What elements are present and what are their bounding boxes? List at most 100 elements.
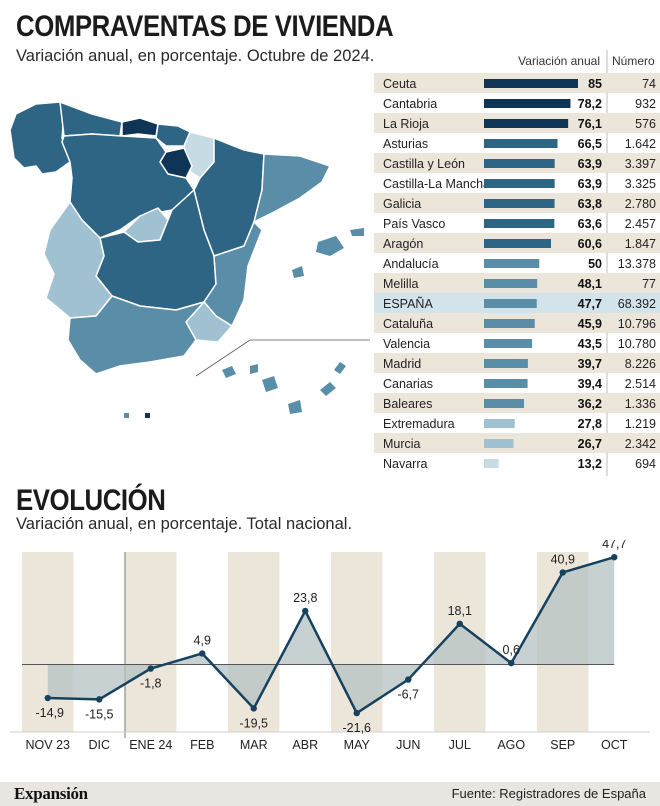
bar-value-label: 43,5 <box>578 337 602 351</box>
row-label: Aragón <box>383 237 423 251</box>
island-canarias-5 <box>320 382 336 396</box>
bar <box>484 299 537 308</box>
count-label: 1.336 <box>625 397 656 411</box>
footer-bar: Expansión Fuente: Registradores de Españ… <box>0 782 660 806</box>
canarias-inset-frame <box>195 339 370 377</box>
data-label: 47,7 <box>602 540 626 551</box>
x-tick-label: NOV 23 <box>26 738 71 752</box>
x-tick-label: ENE 24 <box>129 738 172 752</box>
data-label: -1,8 <box>140 677 162 691</box>
x-tick-label: ABR <box>292 738 318 752</box>
ceuta-marker <box>124 413 129 418</box>
bar <box>484 379 528 388</box>
bar <box>484 439 514 448</box>
spain-choropleth-map <box>9 101 370 418</box>
data-label: -21,6 <box>343 721 372 735</box>
bar-value-label: 13,2 <box>578 457 602 471</box>
bar <box>484 459 499 468</box>
row-label: Ceuta <box>383 77 416 91</box>
brand-logo: Expansión <box>14 784 88 803</box>
island-ibiza <box>292 266 304 278</box>
count-label: 576 <box>635 117 656 131</box>
value-column-header: Variación anual <box>518 54 600 68</box>
bar-value-label: 45,9 <box>578 317 602 331</box>
region-asturias <box>59 101 123 137</box>
data-label: 18,1 <box>448 604 472 618</box>
data-label: 40,9 <box>551 552 575 566</box>
bar <box>484 259 540 268</box>
bar <box>484 319 535 328</box>
island-canarias-2 <box>250 364 258 374</box>
region-andalucia <box>67 295 205 375</box>
count-label: 3.397 <box>625 157 656 171</box>
data-label: 4,9 <box>194 633 211 647</box>
data-point <box>250 705 257 712</box>
x-tick-label: MAY <box>344 738 371 752</box>
series-line <box>47 555 615 715</box>
data-label: -15,5 <box>85 707 114 721</box>
bar-value-label: 66,5 <box>578 137 602 151</box>
bar <box>484 359 528 368</box>
x-tick-label: JUL <box>449 738 471 752</box>
data-label: 0,6 <box>503 643 520 657</box>
row-label: Murcia <box>383 437 421 451</box>
bar-value-label: 47,7 <box>578 297 602 311</box>
row-label: Melilla <box>383 277 418 291</box>
x-tick-label: OCT <box>601 738 628 752</box>
count-label: 13.378 <box>618 257 656 271</box>
count-label: 8.226 <box>625 357 656 371</box>
count-label: 2.342 <box>625 437 656 451</box>
row-label: Castilla y León <box>383 157 465 171</box>
data-label: 23,8 <box>293 591 317 605</box>
count-label: 2.457 <box>625 217 656 231</box>
bar <box>484 139 558 148</box>
island-canarias-4 <box>288 400 302 414</box>
count-label: 68.392 <box>618 297 656 311</box>
row-label: Navarra <box>383 457 428 471</box>
bar <box>484 159 555 168</box>
bar-value-label: 39,7 <box>578 357 602 371</box>
evolution-title: EVOLUCIÓN <box>16 484 166 517</box>
data-label: -19,5 <box>240 716 269 730</box>
data-point <box>611 553 618 561</box>
bar-value-label: 60,6 <box>578 237 602 251</box>
row-label: Valencia <box>383 337 430 351</box>
data-point <box>353 709 360 717</box>
row-label: ESPAÑA <box>383 297 433 311</box>
bar <box>484 99 571 108</box>
source-note: Fuente: Registradores de España <box>451 786 646 801</box>
data-point <box>456 620 463 627</box>
row-label: Cataluña <box>383 317 433 331</box>
evolution-subtitle: Variación anual, en porcentaje. Total na… <box>16 515 353 533</box>
bar <box>484 419 515 428</box>
data-point <box>147 665 154 672</box>
island-canarias-1 <box>222 366 236 378</box>
x-tick-label: DIC <box>88 738 110 752</box>
row-label: Madrid <box>383 357 421 371</box>
bar-value-label: 63,9 <box>578 157 602 171</box>
bar-value-label: 48,1 <box>578 277 602 291</box>
bar-value-label: 63,9 <box>578 177 602 191</box>
island-canarias-6 <box>334 362 346 374</box>
count-label: 1.847 <box>625 237 656 251</box>
bar <box>484 199 555 208</box>
data-point <box>302 607 309 615</box>
island-mallorca <box>316 236 344 256</box>
melilla-marker <box>145 413 150 418</box>
x-tick-label: MAR <box>240 738 268 752</box>
month-band <box>22 552 74 732</box>
bar <box>484 179 555 188</box>
region-cantabria <box>121 117 159 137</box>
count-label: 10.780 <box>618 337 656 351</box>
row-label: Extremadura <box>383 417 455 431</box>
bar <box>484 399 525 408</box>
data-point <box>96 696 103 703</box>
count-label: 2.514 <box>625 377 656 391</box>
bar-value-label: 76,1 <box>578 117 602 131</box>
count-column-header: Número <box>612 54 655 68</box>
row-label: Andalucía <box>383 257 439 271</box>
data-label: -14,9 <box>36 706 65 720</box>
row-label: Galicia <box>383 197 421 211</box>
row-label: País Vasco <box>383 217 445 231</box>
data-point <box>44 694 51 702</box>
